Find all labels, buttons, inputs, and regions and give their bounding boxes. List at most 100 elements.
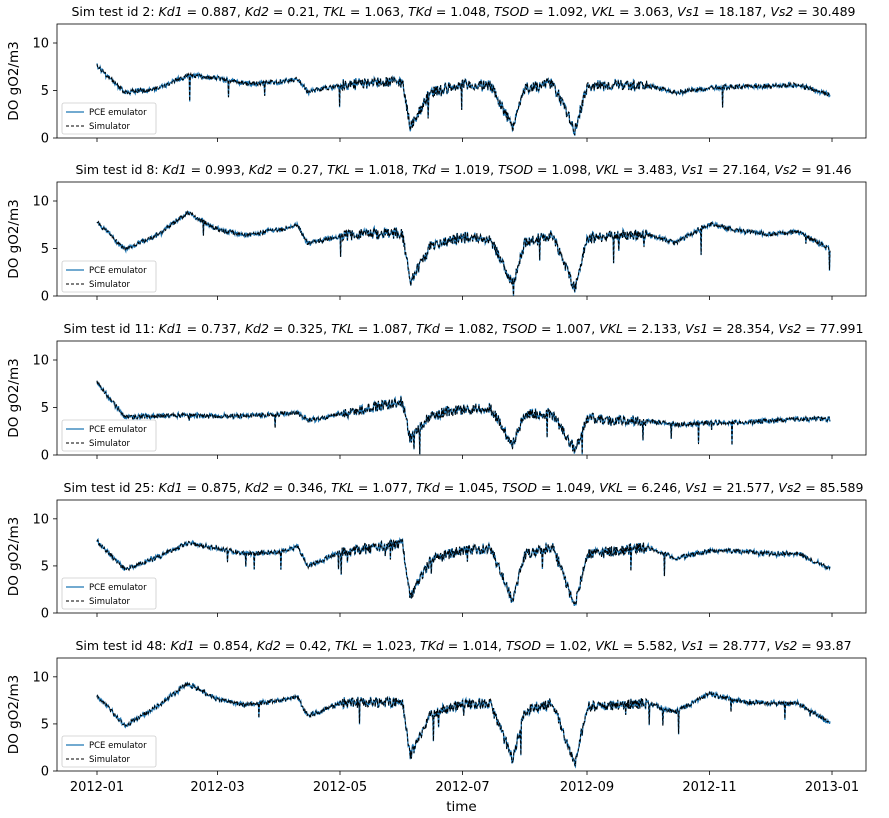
param-name: TKd [408, 4, 432, 19]
param-value: 3.483 [637, 162, 673, 177]
param-value: 5.582 [637, 638, 673, 653]
param-value: 93.87 [816, 638, 852, 653]
subplot-5: Sim test id 48: Kd1 = 0.854, Kd2 = 0.42,… [6, 638, 867, 815]
param-value: 1.045 [458, 480, 494, 495]
param-value: 85.589 [820, 480, 864, 495]
param-value: 0.27 [291, 162, 319, 177]
param-value: 28.777 [723, 638, 767, 653]
title-prefix: Sim test id 25: [64, 480, 159, 495]
param-value: 0.325 [287, 321, 323, 336]
param-value: 0.875 [201, 480, 237, 495]
y-axis-label: DO gO2/m3 [6, 517, 22, 596]
legend-box [61, 260, 157, 293]
param-name: TKL [331, 321, 354, 336]
simulator-line [96, 681, 831, 767]
param-name: TSOD [506, 638, 541, 653]
param-name: Vs1 [681, 162, 704, 177]
title-prefix: Sim test id 2: [71, 4, 158, 19]
y-tick-label: 10 [32, 512, 49, 527]
title-prefix: Sim test id 11: [64, 321, 159, 336]
y-tick-label: 10 [32, 354, 49, 369]
param-name: Vs1 [685, 321, 708, 336]
x-tick-label: 2012-11 [682, 780, 736, 795]
param-value: 1.023 [376, 638, 412, 653]
param-name: VKL [599, 321, 623, 336]
axes-frame [56, 657, 867, 772]
y-tick-label: 5 [41, 401, 49, 416]
y-tick-label: 5 [41, 242, 49, 257]
param-name: TSOD [502, 480, 537, 495]
param-value: 18.187 [719, 4, 763, 19]
param-name: TKd [416, 321, 440, 336]
simulator-line [96, 538, 831, 606]
subplot-3: Sim test id 11: Kd1 = 0.737, Kd2 = 0.325… [6, 321, 867, 464]
legend: PCE emulator Simulator [61, 260, 157, 293]
legend-label-simulator: Simulator [89, 280, 131, 290]
param-value: 0.993 [205, 162, 241, 177]
y-axis-label: DO gO2/m3 [6, 358, 22, 437]
param-name: Kd2 [245, 4, 269, 19]
legend-label-pce: PCE emulator [89, 425, 147, 435]
pce-emulator-line [96, 380, 831, 455]
param-value: 1.092 [548, 4, 584, 19]
param-value: 1.019 [454, 162, 490, 177]
param-value: 1.087 [372, 321, 408, 336]
x-tick-label: 2012-01 [70, 780, 124, 795]
legend-label-simulator: Simulator [89, 755, 131, 765]
param-value: 30.489 [812, 4, 856, 19]
subplot-4: Sim test id 25: Kd1 = 0.875, Kd2 = 0.346… [6, 480, 867, 622]
param-name: VKL [595, 638, 619, 653]
param-value: 1.082 [458, 321, 494, 336]
param-value: 0.42 [299, 638, 327, 653]
pce-emulator-line [96, 63, 831, 136]
param-name: TSOD [498, 162, 533, 177]
axes-frame [56, 340, 867, 456]
param-value: 1.014 [462, 638, 498, 653]
x-tick-label: 2012-03 [190, 780, 244, 795]
param-value: 0.21 [287, 4, 315, 19]
param-name: Vs1 [677, 4, 700, 19]
param-name: Kd1 [159, 480, 183, 495]
legend-label-simulator: Simulator [89, 597, 131, 607]
y-tick-label: 5 [41, 559, 49, 574]
subplot-1: Sim test id 2: Kd1 = 0.887, Kd2 = 0.21, … [6, 4, 867, 147]
param-name: TKd [412, 162, 436, 177]
title-prefix: Sim test id 48: [75, 638, 170, 653]
legend: PCE emulator Simulator [61, 102, 157, 135]
param-name: Kd2 [249, 162, 273, 177]
param-value: 1.098 [551, 162, 587, 177]
y-axis-label: DO gO2/m3 [6, 199, 22, 278]
param-name: TKL [335, 638, 358, 653]
legend-label-pce: PCE emulator [89, 741, 147, 751]
x-tick-label: 2012-09 [560, 780, 614, 795]
param-name: Kd2 [245, 321, 269, 336]
legend-box [61, 102, 157, 135]
simulator-line [96, 64, 831, 136]
y-tick-label: 10 [32, 195, 49, 210]
y-axis-label: DO gO2/m3 [6, 41, 22, 120]
legend-label-pce: PCE emulator [89, 108, 147, 118]
y-axis-label: DO gO2/m3 [6, 675, 22, 754]
param-value: 2.133 [641, 321, 677, 336]
param-name: TKL [323, 4, 346, 19]
legend-label-pce: PCE emulator [89, 583, 147, 593]
subplot-title: Sim test id 11: Kd1 = 0.737, Kd2 = 0.325… [64, 321, 864, 336]
x-axis-label: time [446, 799, 477, 815]
param-name: Kd1 [159, 321, 183, 336]
y-tick-label: 0 [41, 290, 49, 305]
param-value: 0.854 [213, 638, 249, 653]
y-tick-label: 5 [41, 84, 49, 99]
param-value: 77.991 [820, 321, 864, 336]
param-name: Vs2 [778, 480, 801, 495]
param-name: TSOD [494, 4, 529, 19]
param-name: Kd2 [245, 480, 269, 495]
y-tick-label: 10 [32, 670, 49, 685]
legend: PCE emulator Simulator [61, 735, 157, 768]
title-prefix: Sim test id 8: [75, 162, 162, 177]
param-value: 1.049 [555, 480, 591, 495]
y-tick-label: 0 [41, 132, 49, 147]
subplot-title: Sim test id 25: Kd1 = 0.875, Kd2 = 0.346… [64, 480, 864, 495]
param-name: Vs1 [685, 480, 708, 495]
param-value: 0.737 [201, 321, 237, 336]
